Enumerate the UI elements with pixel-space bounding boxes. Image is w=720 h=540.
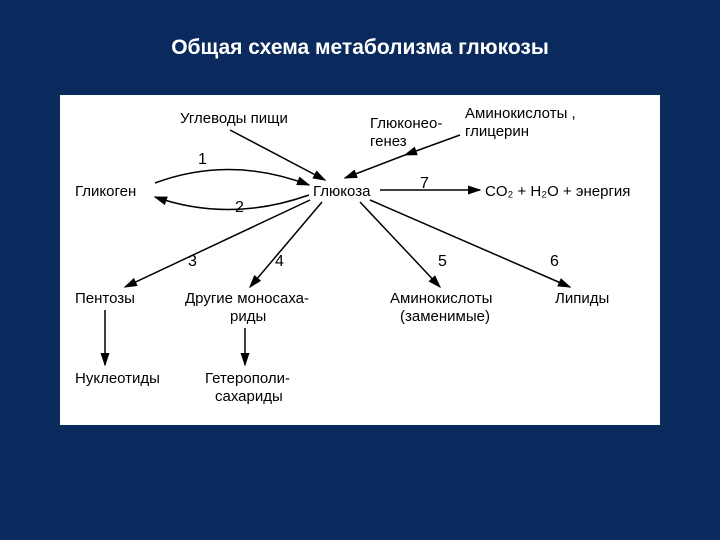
node-carbs: Углеводы пищи xyxy=(180,110,288,127)
node-co2: CO₂ + H₂O + энергия xyxy=(485,183,630,200)
arrow xyxy=(155,169,309,185)
arrow xyxy=(405,135,460,155)
arrow xyxy=(250,202,322,287)
node-amino_bot2: (заменимые) xyxy=(400,308,490,325)
node-gluconeo2: генез xyxy=(370,133,407,150)
pathway-number: 1 xyxy=(198,151,207,169)
pathway-number: 7 xyxy=(420,175,429,193)
node-hetero2: сахариды xyxy=(215,388,283,405)
arrow xyxy=(360,202,440,287)
outer-frame: Общая схема метаболизма глюкозы Углеводы… xyxy=(0,0,720,540)
arrow xyxy=(155,195,309,210)
node-amino_top: Аминокислоты , xyxy=(465,105,576,122)
arrow xyxy=(230,130,325,180)
pathway-number: 5 xyxy=(438,253,447,271)
node-lipids: Липиды xyxy=(555,290,609,307)
node-glucose: Глюкоза xyxy=(313,183,370,200)
node-nucleo: Нуклеотиды xyxy=(75,370,160,387)
node-pentose: Пентозы xyxy=(75,290,135,307)
arrow xyxy=(345,155,405,178)
node-glycerin: глицерин xyxy=(465,123,529,140)
node-monosac2: риды xyxy=(230,308,266,325)
node-gluconeo: Глюконео- xyxy=(370,115,442,132)
diagram-panel: Углеводы пищи Глюконео-генез Аминокислоты … xyxy=(60,95,660,425)
node-hetero1: Гетерополи- xyxy=(205,370,290,387)
pathway-number: 4 xyxy=(275,253,284,271)
node-glycogen: Гликоген xyxy=(75,183,136,200)
node-monosac1: Другие моносаха- xyxy=(185,290,309,307)
arrow xyxy=(125,200,310,287)
pathway-number: 3 xyxy=(188,253,197,271)
pathway-number: 2 xyxy=(235,199,244,217)
pathway-number: 6 xyxy=(550,253,559,271)
diagram-title: Общая схема метаболизма глюкозы xyxy=(0,36,720,60)
node-amino_bot1: Аминокислоты xyxy=(390,290,492,307)
